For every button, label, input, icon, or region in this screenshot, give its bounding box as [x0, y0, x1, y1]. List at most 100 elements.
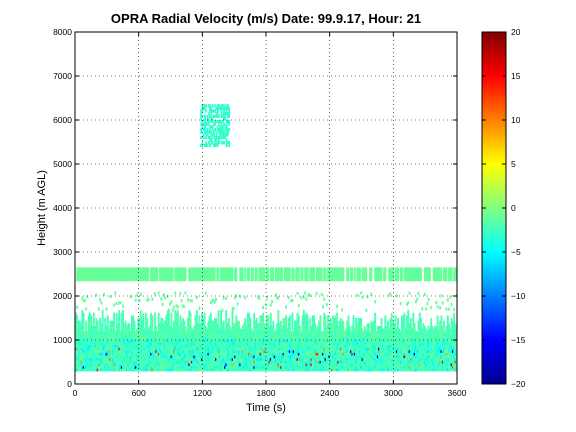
velocity-cell: [374, 347, 377, 351]
velocity-cell: [146, 357, 149, 361]
velocity-cell: [215, 297, 217, 301]
velocity-cell: [187, 341, 189, 345]
velocity-cell: [390, 360, 393, 364]
velocity-cell: [136, 349, 138, 353]
velocity-cell: [169, 349, 172, 353]
velocity-cell: [246, 368, 249, 372]
velocity-cell: [383, 368, 386, 372]
velocity-cell: [174, 360, 177, 364]
velocity-cell: [226, 341, 229, 345]
velocity-cell: [203, 362, 206, 367]
velocity-cell: [356, 347, 359, 351]
velocity-cell: [212, 365, 215, 369]
velocity-cell: [346, 357, 349, 361]
velocity-cell: [201, 357, 203, 361]
velocity-cell: [81, 328, 84, 332]
velocity-cell: [131, 365, 133, 369]
velocity-cell: [287, 323, 290, 327]
velocity-cell: [143, 331, 146, 335]
velocity-cell: [160, 352, 163, 356]
velocity-cell: [296, 357, 299, 361]
velocity-cell: [299, 357, 301, 361]
velocity-cell: [127, 336, 130, 340]
velocity-cell: [294, 368, 296, 372]
velocity-cell: [336, 325, 338, 330]
velocity-cell: [216, 325, 219, 330]
velocity-cell: [375, 362, 378, 367]
velocity-cell: [356, 341, 359, 345]
velocity-cell: [159, 352, 161, 356]
velocity-cell: [381, 349, 384, 353]
velocity-cell: [128, 368, 131, 372]
velocity-cell: [266, 315, 268, 319]
velocity-cell: [384, 333, 387, 338]
velocity-cell: [139, 354, 142, 359]
velocity-cell: [89, 347, 91, 351]
velocity-cell: [376, 362, 379, 367]
velocity-cell: [81, 344, 84, 348]
velocity-cell: [90, 347, 93, 351]
velocity-cell: [262, 360, 265, 364]
velocity-cell: [323, 362, 326, 367]
velocity-cell: [212, 341, 215, 345]
velocity-cell: [402, 333, 405, 338]
velocity-cell: [300, 341, 303, 345]
velocity-cell: [258, 336, 261, 340]
velocity-cell: [395, 336, 398, 340]
velocity-cell: [180, 336, 183, 340]
velocity-cell: [402, 336, 405, 340]
velocity-cell: [302, 339, 305, 343]
velocity-cell: [146, 318, 149, 322]
velocity-cell: [310, 344, 313, 348]
velocity-cell: [264, 365, 267, 369]
velocity-cell: [371, 344, 374, 348]
velocity-cell: [221, 368, 224, 372]
velocity-cell: [110, 333, 113, 338]
velocity-cell: [305, 339, 308, 343]
velocity-cell: [392, 352, 394, 356]
velocity-cell: [257, 368, 259, 372]
velocity-cell: [255, 331, 258, 335]
velocity-cell: [94, 336, 96, 340]
velocity-cell: [86, 341, 89, 345]
velocity-cell: [147, 341, 150, 345]
velocity-cell: [322, 349, 324, 353]
velocity-cell: [187, 318, 189, 322]
velocity-cell: [350, 333, 352, 338]
velocity-cell: [305, 331, 308, 335]
velocity-cell: [258, 341, 261, 345]
velocity-cell: [267, 352, 270, 356]
velocity-cell: [115, 368, 118, 372]
velocity-cell: [374, 331, 377, 335]
velocity-cell: [388, 341, 391, 345]
velocity-cell: [156, 368, 159, 372]
velocity-cell: [334, 344, 337, 348]
velocity-cell: [379, 362, 382, 367]
velocity-cell: [201, 320, 203, 324]
velocity-cell: [206, 352, 209, 356]
velocity-cell: [402, 339, 405, 343]
velocity-cell: [402, 360, 405, 364]
velocity-cell: [258, 354, 261, 359]
velocity-cell: [225, 331, 228, 335]
velocity-cell: [324, 318, 327, 322]
velocity-cell: [353, 365, 356, 369]
velocity-cell: [133, 347, 136, 351]
velocity-cell: [350, 352, 352, 356]
velocity-cell: [104, 339, 107, 343]
velocity-cell: [213, 300, 216, 304]
velocity-cell: [209, 318, 212, 322]
velocity-cell: [306, 344, 309, 348]
velocity-cell: [113, 320, 116, 324]
velocity-cell: [176, 357, 179, 361]
velocity-cell: [236, 325, 239, 330]
velocity-cell: [105, 368, 108, 372]
velocity-cell: [181, 304, 184, 308]
velocity-cell: [119, 365, 122, 369]
velocity-cell: [311, 333, 314, 338]
velocity-cell: [225, 320, 228, 324]
velocity-cell: [269, 303, 272, 307]
velocity-cell: [225, 368, 228, 372]
velocity-cell: [276, 354, 279, 359]
velocity-cell: [246, 362, 249, 367]
